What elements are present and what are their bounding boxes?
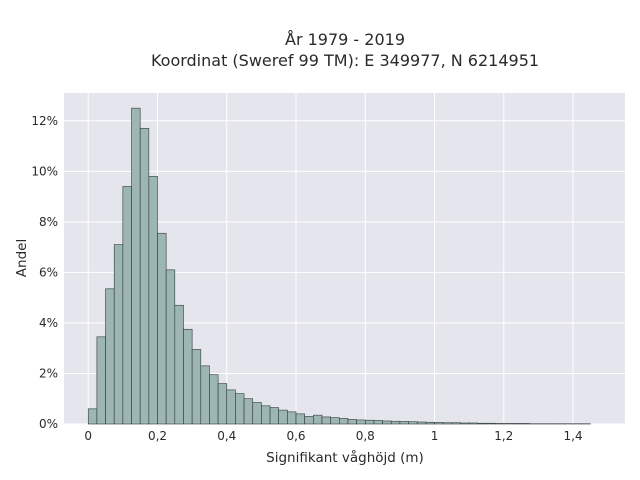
y-tick-label: 8% [39,215,58,229]
y-tick-label: 6% [39,265,58,279]
histogram-bars [87,107,591,425]
histogram-bar [399,421,409,425]
histogram-bar [442,422,453,425]
histogram-bar [313,414,323,425]
histogram-bar [148,176,158,425]
x-tick-label: 1,4 [564,429,583,443]
histogram-bar [287,411,297,425]
histogram-bar [416,421,427,425]
y-tick-label: 12% [31,114,58,128]
histogram-bar [122,186,132,425]
histogram-bar [512,423,522,425]
y-tick-label: 0% [39,417,58,431]
chart-title-line1: År 1979 - 2019 [285,30,405,49]
histogram-bar [390,420,401,425]
histogram-bar [460,422,470,425]
histogram-bar [243,398,254,425]
histogram-bar [191,349,202,425]
chart-title-line2: Koordinat (Sweref 99 TM): E 349977, N 62… [151,51,539,70]
histogram-bar [494,423,505,425]
histogram-bar [321,416,331,425]
histogram-bar [330,417,340,425]
histogram-bar [113,244,124,425]
x-axis-label: Signifikant våghöjd (m) [266,449,424,466]
histogram-bar [486,422,496,425]
y-tick-labels: 0% 2% 4% 6% 8% 10% 12% [31,114,58,431]
histogram-bar [209,374,219,425]
histogram-bar [364,419,375,425]
histogram-bar [174,304,184,425]
x-tick-label: 0,6 [286,429,305,443]
histogram-bar [96,336,106,425]
x-tick-label: 0,2 [148,429,167,443]
histogram-bar [183,328,193,425]
x-tick-label: 1 [431,429,439,443]
histogram-bar [87,408,98,425]
histogram-bar [425,421,435,425]
histogram-bar [468,422,479,425]
histogram-bar [520,423,531,425]
x-tick-label: 1,2 [494,429,513,443]
y-tick-label: 4% [39,316,58,330]
histogram-bar [434,422,444,425]
histogram-bar [373,420,383,425]
histogram-bar [105,288,115,425]
y-tick-label: 10% [31,164,58,178]
histogram-bar [235,393,245,425]
histogram-bar [382,420,392,425]
y-tick-label: 2% [39,366,58,380]
histogram-bar [131,107,141,425]
histogram-bar [278,409,288,425]
histogram-bar [451,422,461,425]
histogram-bar [217,383,228,425]
x-tick-labels: 0 0,2 0,4 0,6 0,8 1 1,2 1,4 [84,429,582,443]
histogram-bar [295,413,305,425]
histogram-bar [165,269,176,425]
histogram-bar [261,405,271,425]
histogram-bar [408,421,418,425]
histogram-bar [347,419,357,425]
histogram-bar [356,419,366,425]
histogram-bar [157,232,167,425]
histogram-bar [200,365,210,425]
x-tick-label: 0 [84,429,92,443]
histogram-bar [503,423,513,425]
histogram-bar [269,407,280,425]
histogram-bar [477,422,487,425]
histogram-bar [252,402,262,425]
histogram-bar [226,389,236,425]
x-tick-label: 0,8 [356,429,375,443]
y-axis-label: Andel [14,239,30,277]
histogram-bar [139,128,150,425]
histogram-bar [339,418,349,425]
x-tick-label: 0,4 [217,429,236,443]
histogram-bar [304,416,314,425]
